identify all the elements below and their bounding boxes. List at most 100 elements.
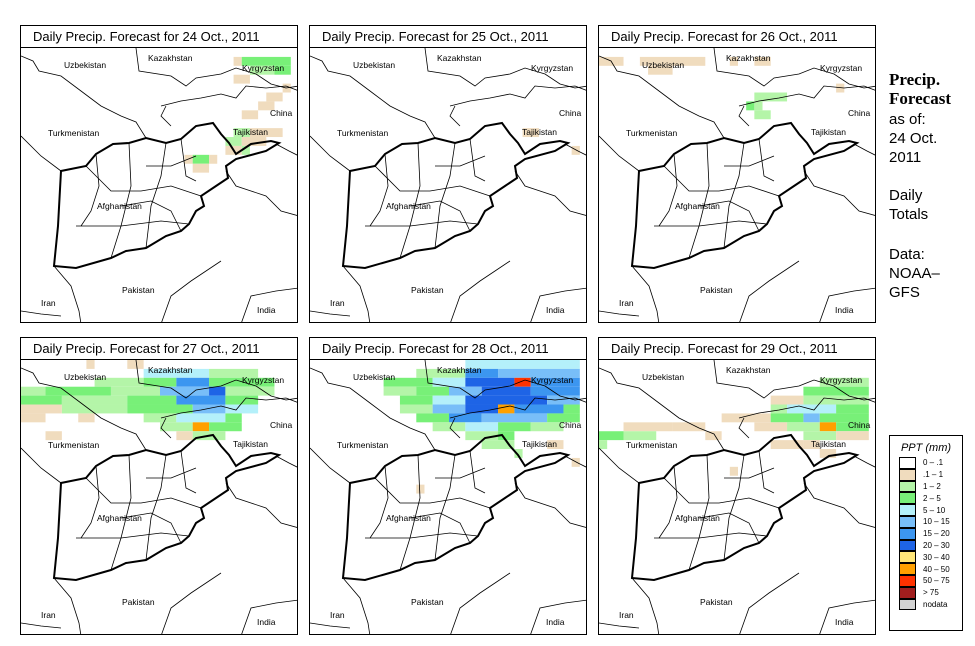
country-label: Afghanistan bbox=[386, 513, 431, 523]
country-label: Kazakhstan bbox=[437, 53, 482, 63]
precip-cell bbox=[225, 404, 259, 414]
precip-cell bbox=[399, 404, 433, 414]
country-label: Turkmenistan bbox=[626, 440, 677, 450]
precip-cell bbox=[498, 404, 515, 414]
border-line bbox=[758, 138, 775, 182]
country-label: Pakistan bbox=[411, 597, 444, 607]
totals-label: Totals bbox=[889, 206, 929, 223]
legend-label: 15 – 20 bbox=[923, 529, 950, 539]
legend-label: 0 – .1 bbox=[923, 458, 944, 468]
legend-label: 10 – 15 bbox=[923, 517, 950, 527]
forecast-map-panel: Uzbekistan Kazakhstan Kyrgyzstan China Turkm… bbox=[20, 25, 298, 323]
legend-item: 40 – 50 bbox=[899, 563, 962, 575]
border-line bbox=[275, 143, 297, 156]
border-line bbox=[450, 572, 511, 634]
precip-cell bbox=[770, 395, 804, 405]
legend-label: 2 – 5 bbox=[923, 493, 941, 503]
border-line bbox=[374, 165, 491, 197]
border-line bbox=[365, 532, 479, 539]
country-label: Iran bbox=[41, 610, 56, 620]
country-label: Kyrgyzstan bbox=[820, 375, 862, 385]
precip-cell bbox=[249, 65, 275, 75]
precip-cell bbox=[432, 377, 466, 387]
legend-swatch bbox=[899, 563, 916, 575]
precip-cell bbox=[432, 404, 466, 414]
precip-cell bbox=[547, 413, 580, 423]
data-source-value: NOAA– bbox=[889, 265, 940, 282]
precip-cell bbox=[514, 377, 531, 387]
border-line bbox=[409, 200, 471, 232]
country-label: Kyrgyzstan bbox=[242, 63, 284, 73]
precip-cell bbox=[672, 422, 706, 432]
as-of-label: as of: bbox=[889, 111, 926, 128]
country-label: India bbox=[835, 305, 854, 315]
border-line bbox=[450, 260, 511, 322]
country-label: Uzbekistan bbox=[353, 372, 395, 382]
precip-map: Uzbekistan Kazakhstan Kyrgyzstan China Turkm… bbox=[599, 359, 875, 634]
border-line bbox=[369, 153, 389, 227]
border-line bbox=[599, 55, 725, 139]
border-line bbox=[663, 165, 780, 197]
border-line bbox=[160, 105, 172, 127]
country-label: Tajikistan bbox=[233, 127, 268, 137]
border-line bbox=[120, 512, 182, 544]
as-of-block: as of: 24 Oct. 2011 bbox=[889, 110, 937, 167]
border-line bbox=[225, 170, 297, 216]
precip-cell bbox=[176, 377, 210, 387]
border-line bbox=[180, 138, 197, 182]
border-line bbox=[530, 599, 586, 634]
border-line bbox=[424, 47, 586, 89]
border-line bbox=[658, 465, 678, 539]
precip-map: Uzbekistan Kazakhstan Kyrgyzstan China Turkm… bbox=[310, 47, 586, 322]
precip-cell bbox=[21, 413, 46, 423]
precip-cell bbox=[160, 386, 210, 396]
panel-title: Daily Precip. Forecast for 25 Oct., 2011 bbox=[310, 26, 586, 48]
precip-cell bbox=[209, 368, 259, 378]
border-line bbox=[449, 417, 461, 439]
precip-cell bbox=[498, 368, 580, 378]
border-line bbox=[599, 367, 725, 451]
data-source-block: Data: NOAA– GFS bbox=[889, 245, 940, 302]
country-label: Turkmenistan bbox=[337, 440, 388, 450]
legend-item: .1 – 1 bbox=[899, 468, 962, 481]
title-line: Forecast bbox=[889, 89, 951, 108]
precip-cell bbox=[241, 137, 267, 146]
border-line bbox=[160, 85, 297, 107]
precip-cell bbox=[143, 377, 177, 387]
country-label: Pakistan bbox=[700, 285, 733, 295]
precip-cell bbox=[819, 413, 869, 423]
border-line bbox=[469, 138, 486, 182]
legend-label: 1 – 2 bbox=[923, 481, 941, 491]
legend-swatch bbox=[899, 539, 916, 552]
border-line bbox=[275, 455, 297, 468]
border-line bbox=[145, 454, 167, 561]
border-line bbox=[853, 143, 875, 156]
legend-item: 2 – 5 bbox=[899, 492, 962, 505]
precip-cell bbox=[209, 386, 226, 396]
border-line bbox=[145, 142, 167, 249]
precip-cell bbox=[746, 101, 755, 111]
legend-item: 5 – 10 bbox=[899, 504, 962, 516]
country-label: Pakistan bbox=[122, 597, 155, 607]
border-line bbox=[724, 467, 775, 479]
border-line bbox=[80, 153, 100, 227]
border-line bbox=[160, 417, 172, 439]
precip-cell bbox=[465, 431, 499, 441]
country-label: China bbox=[848, 108, 870, 118]
legend-swatch bbox=[899, 598, 916, 611]
country-label: China bbox=[270, 108, 292, 118]
border-line bbox=[310, 367, 436, 451]
border-line bbox=[713, 359, 875, 401]
border-line bbox=[713, 47, 875, 89]
legend-label: 20 – 30 bbox=[923, 540, 950, 550]
border-line bbox=[135, 359, 297, 401]
legend-item: 50 – 75 bbox=[899, 574, 962, 587]
precip-cell bbox=[623, 431, 657, 441]
forecast-map-panel: Uzbekistan Kazakhstan Kyrgyzstan China Turkm… bbox=[20, 337, 298, 635]
precip-cell bbox=[547, 395, 580, 405]
precip-cell bbox=[225, 386, 275, 396]
country-label: China bbox=[848, 420, 870, 430]
precip-cell bbox=[21, 395, 62, 405]
precip-cell bbox=[432, 395, 466, 405]
